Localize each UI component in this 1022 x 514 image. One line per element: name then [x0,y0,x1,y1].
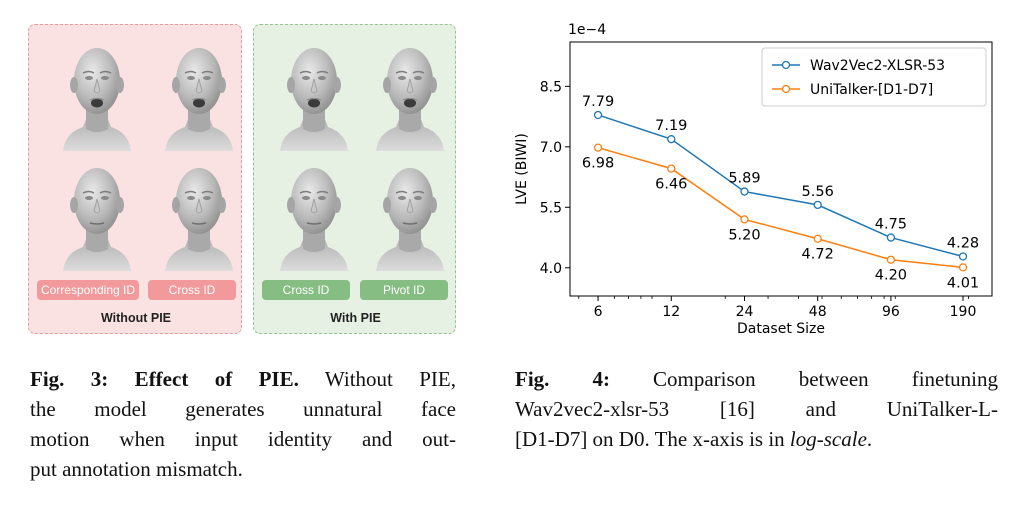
legend-label-2: UniTalker-[D1-D7] [810,82,933,98]
fig4-caption-line-2: Wav2vec2-xlsr-53 [16] and UniTalker-L- [515,397,998,421]
fig3-caption: Fig. 3: Effect of PIE. Without PIE, the … [30,364,456,484]
series-line-1 [597,114,964,258]
x-tick-label: 12 [662,304,680,320]
x-tick-label: 96 [882,304,900,320]
lve-chart: 4.0 5.5 7.0 8.5 1e−4 6 12 24 48 96 190 Dataset Size… [514,22,993,336]
data-point [593,143,603,152]
without-pie-panel: Corresponding ID Cross ID Without PIE [28,24,242,334]
data-label: 4.28 [947,235,979,251]
data-label: 5.20 [728,227,760,243]
head-mouth-closed-icon [372,157,448,271]
data-point [958,252,968,261]
data-point [593,110,603,120]
y-tick-label: 5.5 [540,200,562,216]
data-point [740,187,749,196]
corresponding-id-tag: Corresponding ID [37,280,139,300]
data-label: 6.98 [582,156,614,172]
legend-marker-2 [781,84,791,94]
legend-marker-1 [781,60,791,70]
x-tick-label: 48 [809,304,827,320]
head-mouth-open-icon [161,37,237,151]
legend-label-1: Wav2Vec2-XLSR-53 [810,58,945,74]
fig3-caption-line-1: Without PIE, [324,367,456,391]
data-label: 4.72 [802,247,834,263]
data-label: 4.20 [875,268,907,284]
data-label: 7.19 [655,118,687,134]
x-tick-label: 190 [950,304,977,320]
data-point [813,234,822,243]
without-pie-caption: Without PIE [100,311,171,325]
data-point [667,135,676,144]
data-point [958,263,968,272]
x-tick-label: 24 [736,304,754,320]
fig4-caption-line-1: Comparison between finetuning [653,367,999,391]
y-tick-label: 4.0 [540,261,562,277]
fig3-caption-line-4: put annotation mismatch. [30,457,243,481]
cross-id-tag: Cross ID [262,280,350,300]
head-mouth-open-icon [276,37,352,151]
data-label: 4.75 [875,217,907,233]
y-axis-label: LVE (BIWI) [514,133,530,205]
data-point [740,215,749,224]
head-mouth-closed-icon [59,157,135,271]
fig3-caption-line-3: motion when input identity and out- [30,427,456,451]
data-label: 7.79 [582,94,614,110]
fig3-caption-label: Fig. 3: Effect of PIE. [30,367,299,391]
y-scale-note: 1e−4 [568,22,606,38]
fig4-caption-label: Fig. 4: [515,367,610,391]
x-tick-label: 6 [594,304,603,320]
data-label: 5.89 [728,171,760,187]
fig4-caption-line-3: [D1-D7] on D0. The x-axis is in [515,427,790,451]
fig3-figure: Corresponding ID Cross ID Without PIE Cr… [28,24,456,336]
pivot-id-tag: Pivot ID [360,280,448,300]
series-line-2 [597,146,964,269]
data-label: 4.01 [947,275,979,291]
x-axis-label: Dataset Size [737,321,825,336]
head-mouth-open-icon [59,37,135,151]
data-label: 5.56 [802,184,834,200]
fig3-caption-line-2: the model generates unnatural face [30,397,456,421]
fig4-caption-period: . [866,427,873,451]
head-mouth-open-icon [372,37,448,151]
cross-id-tag: Cross ID [148,280,236,300]
y-tick-label: 8.5 [540,79,562,95]
data-point [667,164,676,173]
with-pie-panel: Cross ID Pivot ID With PIE [253,24,456,334]
head-mouth-closed-icon [276,157,352,271]
fig4-caption: Fig. 4: Comparison between finetuning Wa… [515,364,998,454]
data-label: 6.46 [655,177,687,193]
fig4-caption-log-scale: log-scale [789,427,867,451]
head-mouth-closed-icon [161,157,237,271]
data-point [813,200,822,210]
legend-box [761,47,987,107]
y-tick-label: 7.0 [540,140,562,156]
data-point [886,233,896,242]
plot-area [569,41,993,297]
data-point [886,255,896,264]
with-pie-caption: With PIE [330,311,381,325]
